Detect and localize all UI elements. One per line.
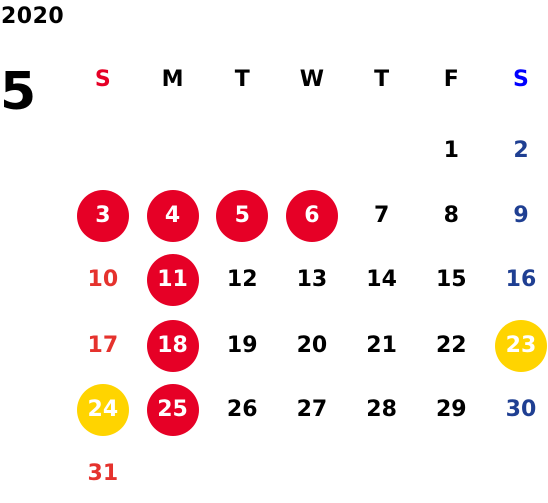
- calendar-day[interactable]: 15: [435, 267, 467, 292]
- calendar-day[interactable]: 14: [366, 267, 397, 292]
- calendar-day[interactable]: 12: [226, 267, 258, 292]
- day-cell: 1: [416, 123, 486, 179]
- weekday-cell: W: [277, 52, 347, 108]
- day-cell: [68, 123, 138, 179]
- day-cell: 26: [207, 382, 277, 438]
- calendar-day[interactable]: 28: [366, 397, 397, 422]
- day-cell: [138, 123, 208, 179]
- calendar-day[interactable]: 10: [87, 267, 119, 292]
- calendar-day[interactable]: 8: [443, 203, 459, 228]
- weekday-cell: F: [416, 52, 486, 108]
- day-cell: 24: [68, 382, 138, 438]
- day-cell: 20: [277, 318, 347, 374]
- day-cell: 14: [347, 252, 417, 308]
- day-cell: 11: [138, 252, 208, 308]
- weekday-wed: W: [299, 67, 325, 92]
- day-cell: 17: [68, 318, 138, 374]
- holiday-day[interactable]: 11: [146, 254, 199, 306]
- weekday-cell: M: [138, 52, 208, 108]
- weekday-cell: S: [68, 52, 138, 108]
- day-cell: 13: [277, 252, 347, 308]
- day-cell: 9: [486, 188, 548, 244]
- holiday-day[interactable]: 3: [76, 190, 129, 242]
- day-cell: 23: [486, 318, 548, 374]
- weekday-fri: F: [443, 67, 459, 92]
- weekday-thu: T: [374, 67, 390, 92]
- week-row: 17 18 19 20 21 22 23: [68, 318, 548, 374]
- weekday-header-row: S M T W T F S: [68, 52, 548, 108]
- calendar-day[interactable]: 26: [226, 397, 258, 422]
- day-cell: 8: [416, 188, 486, 244]
- day-cell: 3: [68, 188, 138, 244]
- calendar-day[interactable]: 20: [296, 333, 328, 358]
- holiday-day[interactable]: 4: [146, 190, 199, 242]
- day-cell: 25: [138, 382, 208, 438]
- day-cell: 10: [68, 252, 138, 308]
- weekday-cell: T: [207, 52, 277, 108]
- calendar-day[interactable]: 29: [435, 397, 467, 422]
- calendar-day[interactable]: 2: [513, 138, 529, 163]
- weekday-mon: M: [161, 67, 184, 92]
- week-row: 31: [68, 446, 548, 502]
- week-row: 24 25 26 27 28 29 30: [68, 382, 548, 438]
- day-cell: 29: [416, 382, 486, 438]
- day-cell: 18: [138, 318, 208, 374]
- highlighted-weekend-day[interactable]: 23: [494, 320, 547, 372]
- day-cell: 5: [207, 188, 277, 244]
- day-cell: [277, 446, 347, 502]
- day-cell: 21: [347, 318, 417, 374]
- day-cell: 15: [416, 252, 486, 308]
- day-cell: 22: [416, 318, 486, 374]
- day-cell: 2: [486, 123, 548, 179]
- day-cell: [207, 446, 277, 502]
- calendar-day[interactable]: 7: [373, 203, 390, 228]
- calendar-day[interactable]: 27: [296, 397, 328, 422]
- day-cell: 6: [277, 188, 347, 244]
- day-cell: [347, 123, 417, 179]
- day-cell: 16: [486, 252, 548, 308]
- weekday-cell: S: [486, 52, 548, 108]
- day-cell: 27: [277, 382, 347, 438]
- weekday-tue: T: [234, 67, 250, 92]
- day-cell: [486, 446, 548, 502]
- day-cell: 4: [138, 188, 208, 244]
- week-row: 10 11 12 13 14 15 16: [68, 252, 548, 308]
- calendar-year: 2020: [1, 4, 65, 29]
- holiday-day[interactable]: 5: [216, 190, 269, 242]
- highlighted-weekend-day[interactable]: 24: [76, 384, 129, 436]
- day-cell: [138, 446, 208, 502]
- day-cell: 31: [68, 446, 138, 502]
- calendar-day[interactable]: 16: [505, 267, 537, 292]
- calendar-day[interactable]: 19: [226, 333, 258, 358]
- weekday-sun: S: [94, 67, 111, 92]
- day-cell: 7: [347, 188, 417, 244]
- calendar-day[interactable]: 31: [87, 461, 119, 486]
- day-cell: 19: [207, 318, 277, 374]
- day-cell: [207, 123, 277, 179]
- calendar-day[interactable]: 1: [443, 138, 459, 163]
- day-cell: [277, 123, 347, 179]
- calendar-day[interactable]: 22: [435, 333, 467, 358]
- calendar-day[interactable]: 13: [296, 267, 328, 292]
- holiday-day[interactable]: 6: [285, 190, 338, 242]
- day-cell: [347, 446, 417, 502]
- calendar-day[interactable]: 17: [87, 333, 119, 358]
- weekday-cell: T: [347, 52, 417, 108]
- calendar-day[interactable]: 9: [513, 203, 529, 228]
- weekday-sat: S: [513, 67, 529, 92]
- calendar-day[interactable]: 21: [366, 333, 397, 358]
- day-cell: 12: [207, 252, 277, 308]
- holiday-day[interactable]: 25: [146, 384, 199, 436]
- day-cell: 28: [347, 382, 417, 438]
- calendar-day[interactable]: 30: [505, 397, 537, 422]
- calendar-month: 5: [0, 62, 37, 122]
- day-cell: [416, 446, 486, 502]
- holiday-day[interactable]: 18: [146, 320, 199, 372]
- day-cell: 30: [486, 382, 548, 438]
